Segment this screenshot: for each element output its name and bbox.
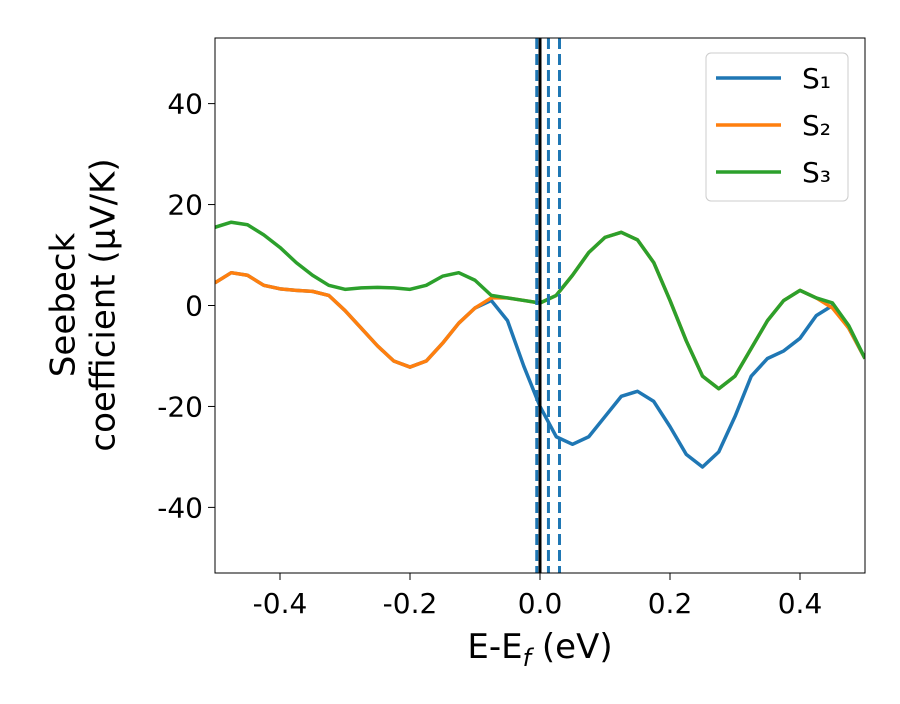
legend-label: S₂ (802, 109, 831, 142)
x-tick-label: 0.4 (778, 587, 823, 620)
x-label-part: (eV) (531, 627, 613, 667)
x-axis-label: E-Ef (eV) (467, 627, 612, 672)
y-axis-label: Seebeck coefficient (μV/K) (44, 158, 124, 451)
x-tick-label: 0.0 (518, 587, 563, 620)
plot-area (215, 38, 865, 573)
x-tick-label: -0.2 (383, 587, 438, 620)
y-tick-label: -40 (157, 491, 203, 524)
legend-box (705, 52, 849, 202)
x-label-part: E-E (467, 627, 522, 667)
y-tick-label: -20 (157, 390, 203, 423)
y-tick-label: 20 (167, 189, 203, 222)
y-label-line: coefficient (μV/K) (84, 158, 124, 451)
x-tick-label: 0.2 (648, 587, 693, 620)
legend-label: S₃ (802, 156, 831, 189)
y-label-line: Seebeck (44, 233, 84, 378)
y-tick-label: 0 (185, 290, 203, 323)
x-tick-label: -0.4 (253, 587, 308, 620)
plot-frame (214, 37, 866, 574)
y-tick-label: 40 (167, 88, 203, 121)
legend-label: S₁ (802, 62, 831, 95)
